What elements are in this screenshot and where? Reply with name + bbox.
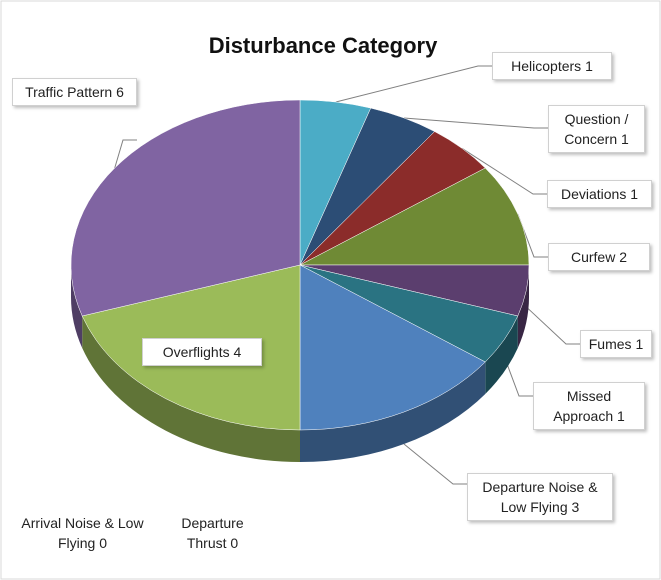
data-label: Arrival Noise & Low Flying 0 — [15, 510, 150, 556]
leader-line — [461, 147, 547, 195]
label-category: Traffic Pattern — [25, 84, 113, 100]
data-label: Departure Thrust 0 — [160, 510, 265, 556]
slice-side — [485, 315, 518, 394]
label-category: Departure Noise & Low Flying — [482, 479, 598, 515]
label-value: 0 — [230, 535, 239, 551]
slice — [70, 99, 301, 317]
data-label: Traffic Pattern 6 — [12, 78, 137, 106]
label-value: 0 — [99, 535, 108, 551]
data-label: Question / Concern 1 — [548, 105, 645, 153]
data-label: Overflights 4 — [142, 338, 262, 366]
leader-line — [403, 443, 467, 485]
label-value: 1 — [617, 408, 625, 424]
leader-line — [335, 65, 492, 103]
leader-line — [525, 306, 580, 345]
leader-line — [403, 117, 548, 129]
leader-line — [114, 139, 137, 169]
label-category: Arrival Noise & Low Flying — [21, 515, 144, 551]
label-value: 1 — [621, 131, 629, 147]
label-value: 6 — [116, 84, 124, 100]
label-value: 3 — [571, 499, 580, 515]
data-label: Deviations 1 — [547, 180, 652, 208]
label-value: 1 — [630, 186, 639, 202]
slice-side — [71, 265, 83, 348]
label-value: 4 — [233, 344, 242, 360]
label-category: Deviations — [560, 186, 627, 202]
data-label: Helicopters 1 — [492, 52, 612, 80]
data-label: Missed Approach 1 — [533, 382, 645, 430]
data-label: Curfew 2 — [548, 243, 650, 271]
label-category: Overflights — [162, 344, 230, 360]
data-label: Departure Noise & Low Flying 3 — [467, 473, 613, 521]
label-value: 2 — [619, 249, 628, 265]
data-label: Fumes 1 — [580, 330, 652, 358]
label-category: Curfew — [570, 249, 616, 265]
slice-side — [517, 265, 529, 348]
label-category: Helicopters — [511, 58, 582, 74]
label-category: Missed Approach — [553, 388, 614, 424]
slice — [299, 167, 530, 266]
label-category: Question / Concern — [564, 111, 629, 147]
slice-side — [300, 361, 486, 462]
leader-line — [503, 355, 533, 397]
label-value: 1 — [635, 336, 644, 352]
slice — [299, 264, 486, 431]
label-category: Departure Thrust — [181, 515, 244, 551]
label-value: 1 — [585, 58, 593, 74]
label-category: Fumes — [588, 336, 632, 352]
chart-title: Disturbance Category — [209, 33, 438, 58]
